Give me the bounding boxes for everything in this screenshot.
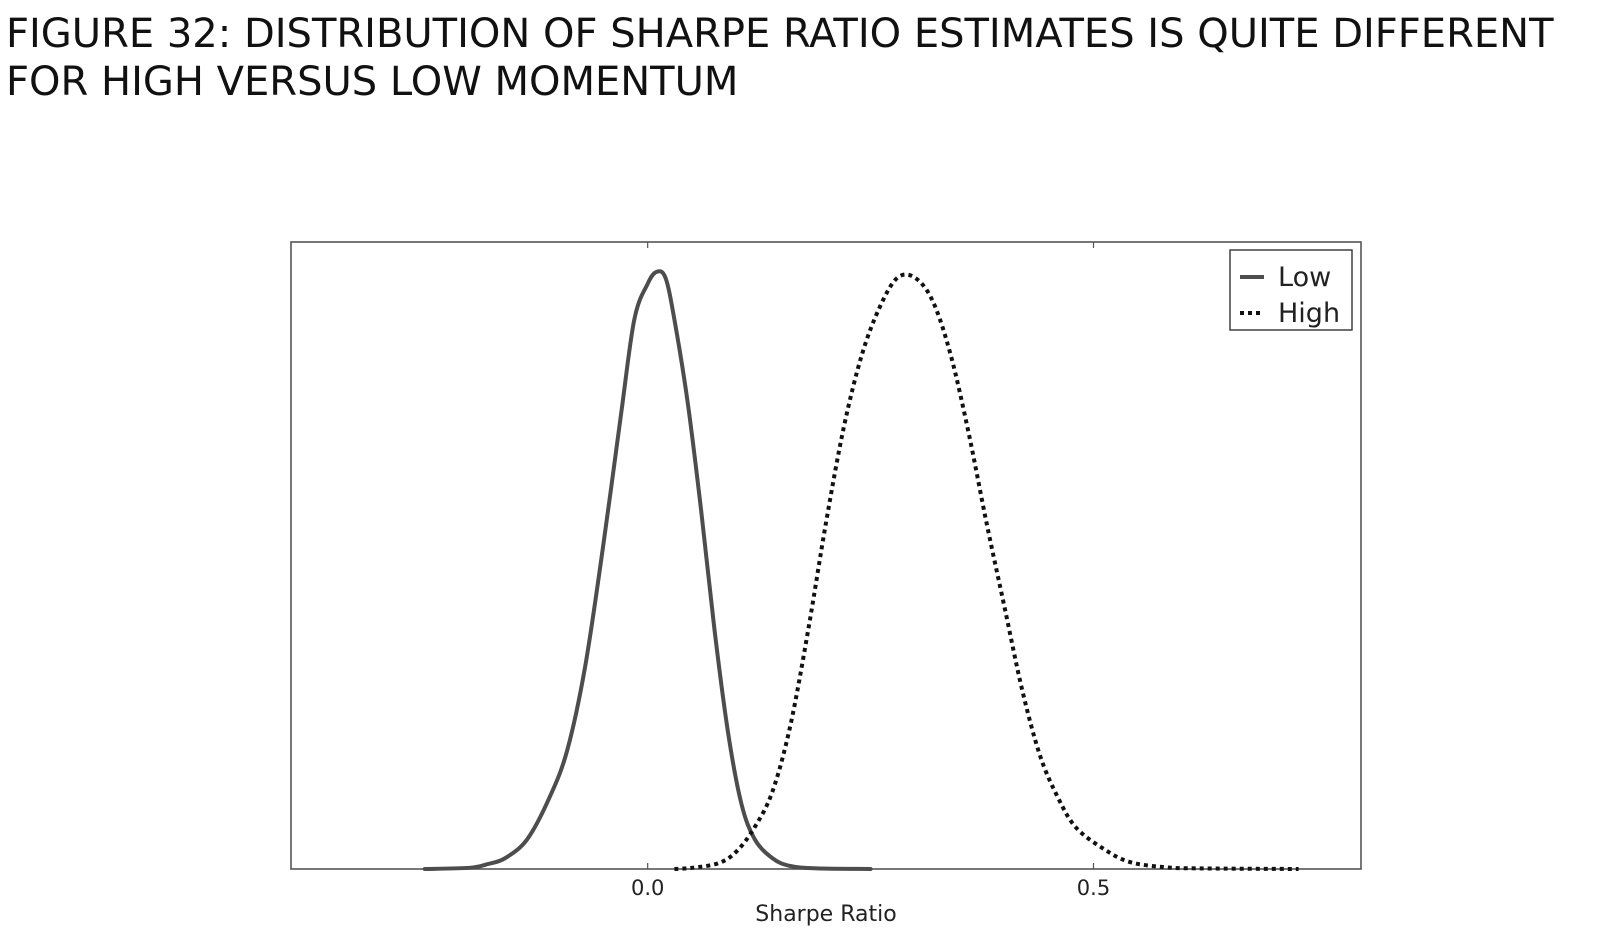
series-line-low (422, 269, 873, 871)
figure-title: FIGURE 32: DISTRIBUTION OF SHARPE RATIO … (6, 10, 1610, 106)
series-line-high (674, 272, 1299, 871)
legend: Low High (1229, 249, 1353, 331)
figure-title-line-1: FIGURE 32: DISTRIBUTION OF SHARPE RATIO … (6, 11, 1554, 57)
series-layer (422, 269, 1299, 871)
legend-label-low: Low (1278, 262, 1331, 293)
x-tick-label-1: 0.5 (1077, 876, 1110, 900)
x-tick-label-0: 0.0 (631, 876, 664, 900)
legend-box (1229, 249, 1353, 331)
x-axis-ticks: 0.0 0.5 (631, 242, 1110, 900)
x-axis-label: Sharpe Ratio (755, 902, 896, 927)
figure-title-line-2: FOR HIGH VERSUS LOW MOMENTUM (6, 59, 739, 105)
legend-label-high: High (1278, 298, 1340, 329)
plot-area-frame (290, 241, 1362, 870)
